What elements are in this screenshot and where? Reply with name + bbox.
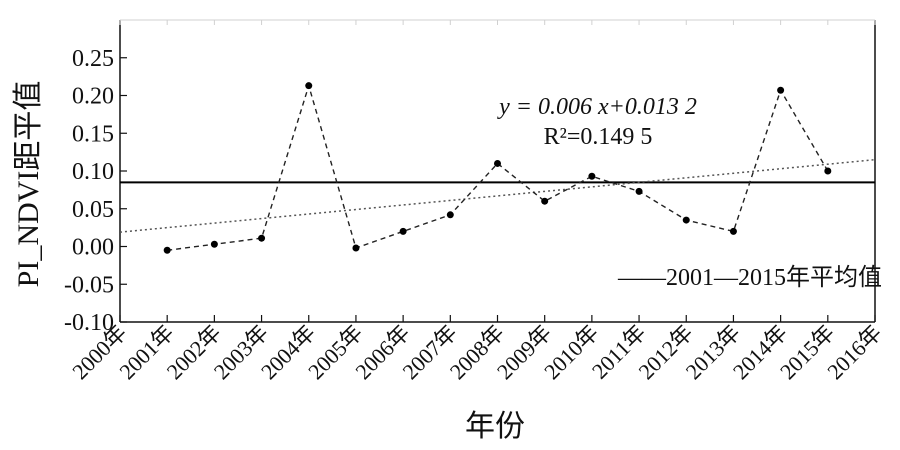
y-tick-label: 0.10 [72, 159, 114, 185]
data-point [446, 211, 454, 219]
y-tick-label: 0.00 [72, 235, 114, 261]
data-point [824, 167, 832, 175]
data-line [167, 83, 829, 251]
y-tick-label: 0.15 [72, 121, 114, 147]
data-point [494, 159, 501, 167]
data-point [399, 227, 407, 235]
x-axis-title: 年份 [465, 410, 525, 443]
x-tick-label: 2016年 [822, 320, 886, 384]
y-tick-label: -0.05 [64, 272, 114, 298]
data-point [541, 197, 549, 205]
y-tick-label: -0.10 [64, 310, 114, 336]
data-point [777, 86, 785, 94]
mean-line-legend: ——2001—2015年平均值 [617, 264, 882, 291]
trend-line [119, 158, 876, 233]
y-axis-title: PI_NDVI距平值 [12, 81, 45, 288]
data-point [635, 187, 643, 195]
y-tick-label: 0.05 [72, 197, 114, 223]
y-tick-label: 0.25 [72, 46, 114, 72]
data-point [729, 227, 737, 235]
ticks: 0.250.200.150.100.050.00-0.05-0.102000年2… [64, 20, 887, 384]
trend-equation: y = 0.006 x+0.013 2 [497, 94, 697, 120]
data-point [258, 234, 266, 242]
y-tick-label: 0.20 [72, 84, 114, 110]
data-point [163, 246, 171, 254]
data-point [588, 172, 596, 180]
r-squared: R²=0.149 5 [544, 124, 653, 150]
x-tick-label: 2010年 [539, 320, 603, 384]
data-point [352, 244, 360, 252]
plot-area [119, 82, 876, 254]
data-point [682, 216, 690, 224]
data-point [305, 82, 313, 90]
data-point [210, 240, 218, 248]
